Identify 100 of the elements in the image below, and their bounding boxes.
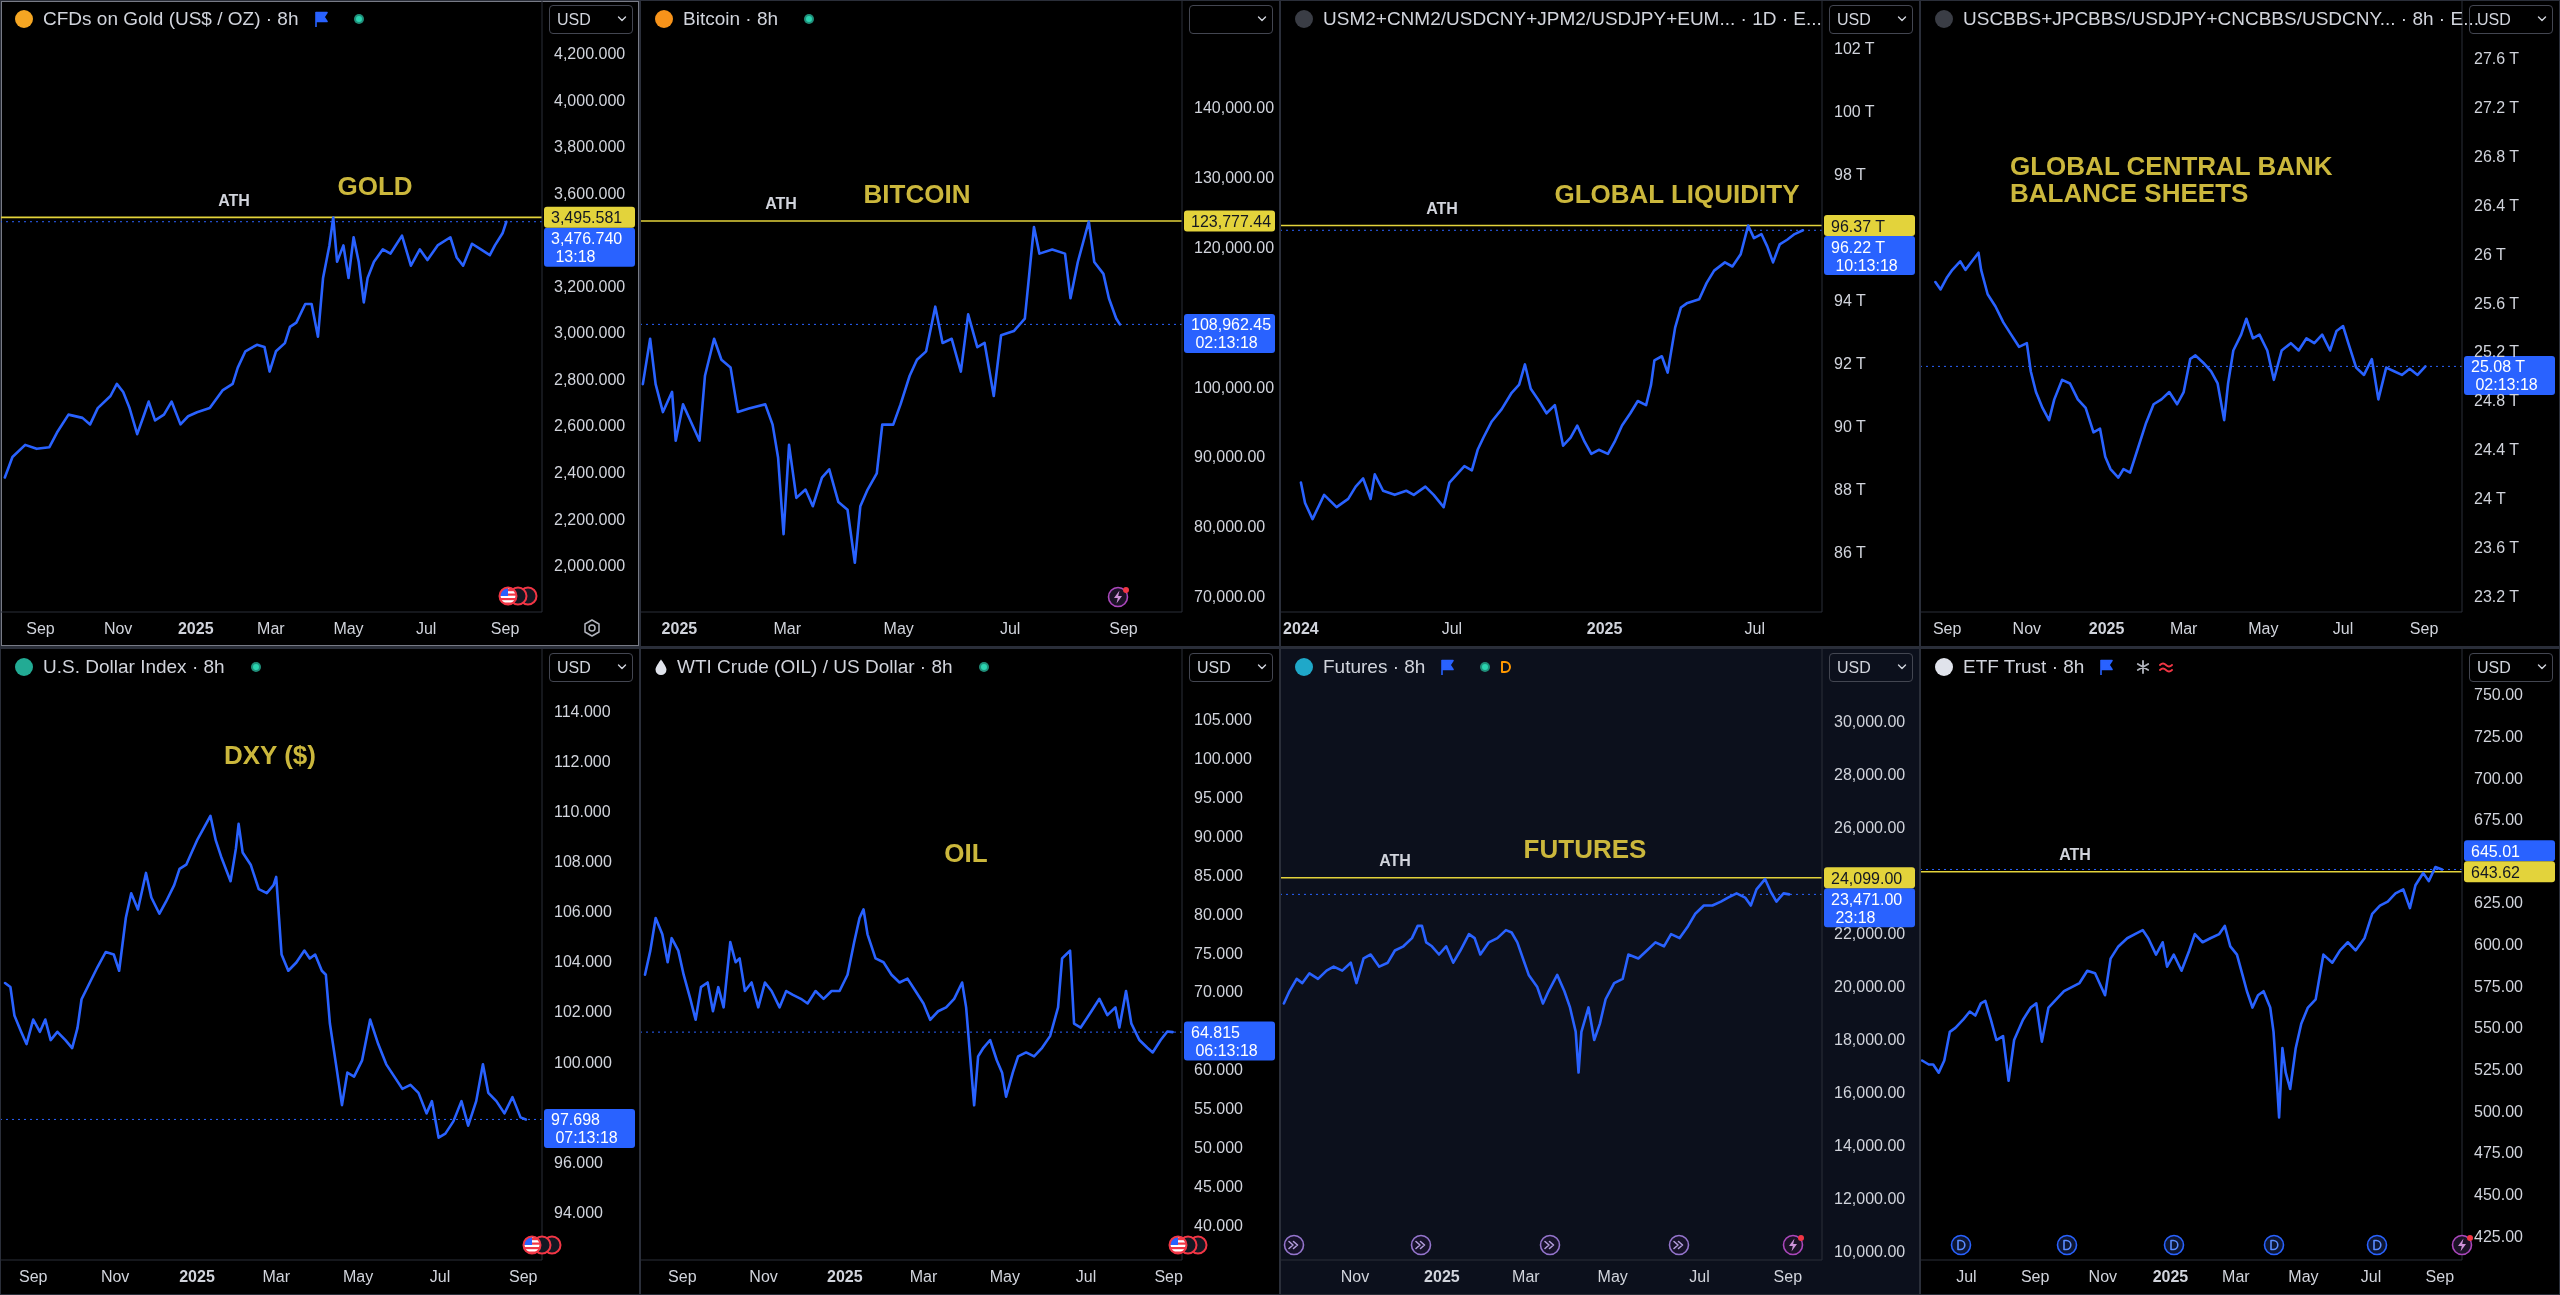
y-tick-label: 26.4 T [2474, 196, 2520, 214]
ref-line-label: 23,471.00 23:18 [1831, 890, 1903, 926]
ref-line-label: ATH [1379, 852, 1411, 870]
chart-title: ETF Trust · 8h [1963, 656, 2085, 678]
x-tick-label: Jul [429, 1268, 451, 1285]
ref-line-label: 645.01 [2471, 842, 2521, 860]
x-tick-label: Jul [1956, 1268, 1977, 1285]
x-tick-label: Sep [490, 620, 520, 637]
y-tick-label: 130,000.00 [1194, 169, 1275, 187]
y-tick-label: 2,200.000 [554, 510, 626, 528]
y-tick-label: 112.000 [554, 753, 611, 771]
chart-title: WTI Crude (OIL) / US Dollar · 8h [677, 656, 953, 678]
y-tick-label: 475.00 [2474, 1144, 2524, 1162]
y-axis-title: USD [557, 10, 591, 29]
y-tick-label: 90,000.00 [1194, 448, 1266, 466]
ref-line-label: ATH [218, 191, 250, 209]
currency-select: USD [1829, 653, 1913, 682]
y-tick-label: 3,800.000 [554, 138, 626, 156]
x-tick-label: 2025 [2152, 1268, 2189, 1285]
annotation: BITCOIN [863, 178, 971, 209]
y-tick-label: 2,400.000 [554, 464, 626, 482]
x-tick-label: 2025 [661, 620, 698, 637]
y-tick-label: 95.000 [1194, 789, 1244, 807]
y-tick-label: 26,000.00 [1834, 819, 1906, 837]
x-tick-label: May [989, 1268, 1020, 1285]
ref-line-label: 64.815 06:13:18 [1191, 1023, 1258, 1059]
y-tick-label: 3,495.581 [551, 208, 623, 226]
y-tick-label: 106.000 [554, 903, 612, 921]
y-axis-title: USD [1837, 10, 1871, 29]
y-tick-label: 2,800.000 [554, 370, 626, 388]
y-tick-label: 26.8 T [2474, 147, 2520, 165]
y-tick-label: 2,000.000 [554, 557, 626, 575]
currency-select: USD [2469, 653, 2553, 682]
currency-select: USD [549, 653, 633, 682]
y-tick-label: 725.00 [2474, 727, 2524, 745]
y-tick-label: 86 T [1834, 543, 1866, 561]
y-tick-label: 110.000 [554, 803, 611, 821]
x-tick-label: Sep [2020, 1268, 2050, 1285]
y-axis-title: USD [2477, 658, 2511, 677]
y-tick-label: 575.00 [2474, 977, 2524, 995]
y-tick-label: 60.000 [1194, 1061, 1244, 1079]
y-tick-label: 100 T [1834, 102, 1875, 120]
x-tick-label: Mar [257, 620, 286, 637]
ref-line-label: 25.08 T 02:13:18 [2471, 357, 2538, 393]
y-tick-label: 96.37 T [1831, 217, 1886, 235]
currency-select: USD [549, 5, 633, 34]
chart-title: Bitcoin · 8h [683, 8, 779, 30]
y-tick-label: 3,600.000 [554, 184, 626, 202]
x-tick-label: Mar [2222, 1268, 2251, 1285]
y-tick-label: 100.000 [1194, 750, 1252, 768]
y-tick-label: 85.000 [1194, 866, 1244, 884]
y-tick-label: 18,000.00 [1834, 1030, 1906, 1048]
y-tick-label: 22,000.00 [1834, 925, 1906, 942]
y-tick-label: 27.6 T [2474, 50, 2520, 68]
chart-title: USCBBS+JPCBBS/USDJPY+CNCBBS/USDCNY... · 8h · E... [1963, 8, 2479, 30]
x-tick-label: Nov [749, 1268, 778, 1285]
x-tick-label: Jul [1075, 1268, 1097, 1285]
ref-line-label: 96.22 T 10:13:18 [1831, 238, 1898, 274]
ref-line-label: ATH [1426, 200, 1458, 218]
y-tick-label: 75.000 [1194, 944, 1244, 962]
x-tick-label: Nov [1340, 1268, 1370, 1285]
y-tick-label: 16,000.00 [1834, 1083, 1906, 1101]
y-tick-label: 90.000 [1194, 828, 1244, 846]
y-tick-label: 50.000 [1194, 1138, 1244, 1156]
y-tick-label: 94.000 [554, 1203, 604, 1221]
y-tick-label: 23.6 T [2474, 538, 2520, 556]
x-tick-label: Sep [2425, 1268, 2455, 1285]
x-tick-label: 2025 [1586, 620, 1623, 637]
y-tick-label: 3,000.000 [554, 324, 626, 342]
y-tick-label: 14,000.00 [1834, 1136, 1906, 1154]
x-tick-label: May [2248, 620, 2279, 637]
x-tick-label: Sep [1773, 1268, 1803, 1285]
y-tick-label: 4,200.000 [554, 45, 626, 63]
y-tick-label: 96.000 [554, 1153, 604, 1171]
y-tick-label: 27.2 T [2474, 98, 2520, 116]
x-tick-label: Jul [2332, 620, 2354, 637]
y-tick-label: 750.00 [2474, 686, 2524, 704]
x-tick-label: Sep [1109, 620, 1138, 637]
x-tick-label: Nov [2088, 1268, 2118, 1285]
y-tick-label: 30,000.00 [1834, 713, 1906, 731]
y-tick-label: 23.2 T [2474, 587, 2520, 605]
y-tick-label: 80,000.00 [1194, 518, 1266, 536]
y-tick-label: 40.000 [1194, 1216, 1244, 1234]
ref-line-label: ATH [765, 195, 797, 213]
x-tick-label: Jul [1689, 1268, 1710, 1285]
x-tick-label: Jul [999, 620, 1021, 637]
y-tick-label: 114.000 [554, 703, 611, 721]
y-tick-label: 108.000 [554, 853, 612, 871]
y-tick-label: 500.00 [2474, 1102, 2524, 1120]
y-tick-label: 80.000 [1194, 905, 1244, 923]
y-tick-label: 140,000.00 [1194, 99, 1275, 117]
annotation: OIL [944, 837, 988, 868]
y-tick-label: 3,200.000 [554, 277, 626, 295]
y-tick-label: 102 T [1834, 39, 1875, 57]
x-tick-label: May [2288, 1268, 2319, 1285]
x-tick-label: May [342, 1268, 374, 1285]
y-tick-label: 70.000 [1194, 983, 1244, 1001]
x-tick-label: 2025 [179, 1268, 215, 1285]
annotation: GLOBAL CENTRAL BANK BALANCE SHEETS [2010, 150, 2333, 208]
currency-select: USD [1829, 5, 1913, 34]
